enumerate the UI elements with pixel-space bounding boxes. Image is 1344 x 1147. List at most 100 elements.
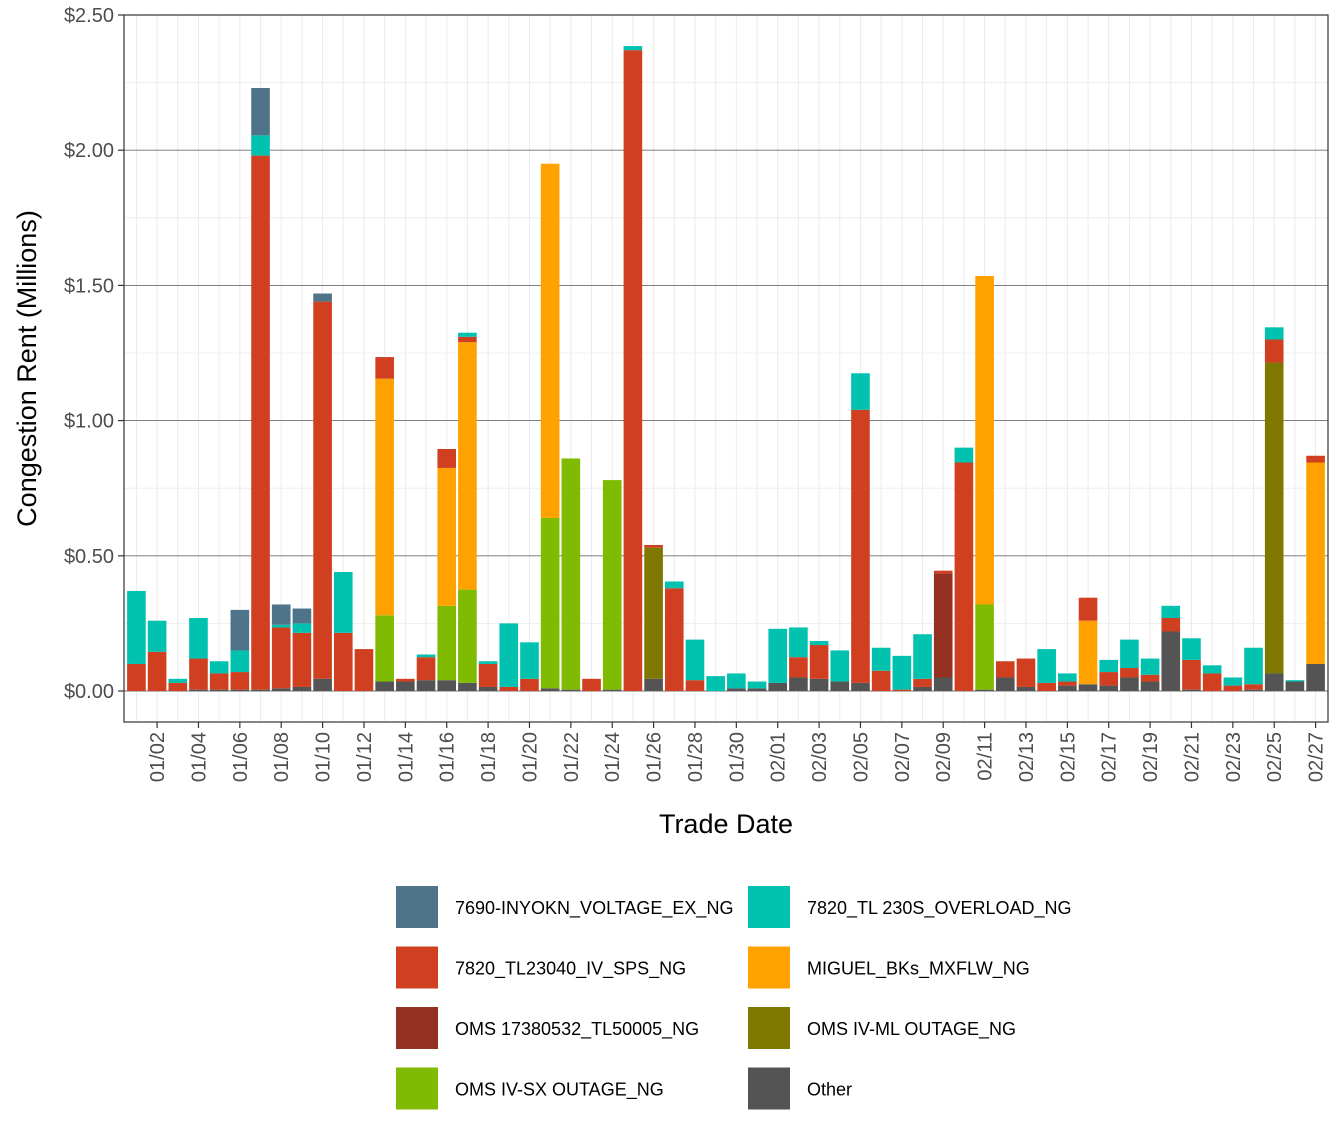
bar-segment <box>437 605 457 681</box>
bar-segment <box>561 458 581 690</box>
bar-segment <box>230 689 250 691</box>
x-tick-label: 01/02 <box>147 732 169 782</box>
bar-segment <box>830 681 850 691</box>
bar-segment <box>313 293 332 302</box>
y-tick-label: $0.50 <box>64 546 114 568</box>
x-tick-label: 01/16 <box>437 732 459 782</box>
legend-item: Other <box>748 1067 852 1110</box>
bar-segment <box>458 336 477 343</box>
bar-segment <box>251 689 270 691</box>
bar-segment <box>520 642 539 679</box>
bar-segment <box>1099 685 1119 691</box>
bar-segment <box>747 681 767 689</box>
bar-segment <box>1140 674 1160 682</box>
legend-swatch <box>748 1007 790 1049</box>
bar-segment <box>1078 620 1098 685</box>
bar-segment <box>458 682 477 691</box>
legend-item: 7820_TL23040_IV_SPS_NG <box>396 946 686 989</box>
bar-segment <box>209 673 229 690</box>
bar-segment <box>540 517 560 689</box>
bar-segment <box>706 676 725 691</box>
bar-segment <box>1244 684 1263 690</box>
bar-segment <box>375 615 394 682</box>
bar-segment <box>271 688 291 691</box>
bar-segment <box>271 604 291 625</box>
bar-segment <box>1285 681 1305 691</box>
legend-item: OMS IV-SX OUTAGE_NG <box>396 1067 664 1110</box>
bar-segment <box>1161 617 1181 632</box>
bar-segment <box>209 661 229 674</box>
legend-item: OMS IV-ML OUTAGE_NG <box>748 1007 1016 1049</box>
bar-segment <box>664 588 684 691</box>
x-tick-label: 01/28 <box>685 732 707 782</box>
bar-segment <box>892 655 912 690</box>
x-tick-label: 02/13 <box>1016 732 1038 782</box>
x-tick-label: 02/15 <box>1057 732 1079 782</box>
bar-segment <box>540 163 560 518</box>
bar-segment <box>561 689 581 691</box>
legend-label: OMS IV-SX OUTAGE_NG <box>455 1080 664 1101</box>
bar-segment <box>416 657 436 681</box>
bar-segment <box>1264 362 1284 674</box>
bar-segment <box>1202 673 1222 691</box>
bar-segment <box>251 155 270 690</box>
x-tick-label: 02/11 <box>975 732 997 781</box>
bar-segment <box>333 572 353 633</box>
bar-segment <box>499 623 519 687</box>
bar-segment <box>375 681 394 691</box>
x-tick-label: 01/24 <box>602 732 624 782</box>
bar-segment <box>1140 658 1160 675</box>
legend-label: OMS IV-ML OUTAGE_NG <box>807 1019 1016 1040</box>
bar-segment <box>168 682 188 691</box>
bar-segment <box>354 649 374 691</box>
bar-segment <box>871 670 891 691</box>
legend-label: Other <box>807 1080 852 1100</box>
axes-layer: $0.00 $0.50 $1.00 $1.50 $2.00 $2.50 01/02 01/04… <box>64 5 1328 782</box>
bar-segment <box>416 654 436 658</box>
bar-segment <box>478 663 498 687</box>
bar-segment <box>1264 339 1284 363</box>
bar-segment <box>437 467 457 606</box>
bar-segment <box>168 678 188 683</box>
legend-label: 7820_TL23040_IV_SPS_NG <box>455 959 686 980</box>
bar-segment <box>1244 689 1263 691</box>
bar-segment <box>416 680 436 691</box>
legend-label: MIGUEL_BKs_MXFLW_NG <box>807 959 1030 980</box>
bar-segment <box>975 275 994 605</box>
bar-segment <box>747 688 767 691</box>
x-tick-label: 02/23 <box>1223 732 1245 782</box>
y-tick-label: $2.50 <box>64 5 114 27</box>
legend-item: OMS 17380532_TL50005_NG <box>396 1007 699 1049</box>
legend-swatch <box>748 1067 790 1110</box>
legend-swatch <box>396 946 438 989</box>
bar-segment <box>1306 663 1325 691</box>
x-tick-label: 01/20 <box>519 732 541 782</box>
bar-segment <box>499 686 519 691</box>
x-tick-label: 01/08 <box>271 732 293 782</box>
bar-segment <box>1099 672 1119 686</box>
bar-segment <box>1161 605 1181 618</box>
bar-segment <box>1182 638 1201 660</box>
bar-segment <box>292 632 312 687</box>
bar-segment <box>809 678 829 691</box>
x-tick-label: 01/18 <box>478 732 500 782</box>
bar-segment <box>913 678 932 687</box>
legend-item: MIGUEL_BKs_MXFLW_NG <box>748 946 1030 989</box>
bar-segment <box>1058 673 1077 682</box>
bar-segment <box>644 544 663 548</box>
y-tick-label: $0.00 <box>64 681 114 703</box>
x-tick-label: 02/09 <box>933 732 955 782</box>
bar-segment <box>830 650 850 682</box>
legend: 7690-INYOKN_VOLTAGE_EX_NG 7820_TL 230S_OV… <box>396 886 1071 1110</box>
x-tick-label: 02/25 <box>1264 732 1286 782</box>
bar-segment <box>1264 327 1284 340</box>
bar-segment <box>458 332 477 337</box>
bar-segment <box>809 645 829 679</box>
bar-segment <box>664 581 684 589</box>
bar-segment <box>1202 665 1222 674</box>
bar-segment <box>1120 677 1139 691</box>
bar-segment <box>913 634 932 679</box>
bar-segment <box>437 448 457 468</box>
